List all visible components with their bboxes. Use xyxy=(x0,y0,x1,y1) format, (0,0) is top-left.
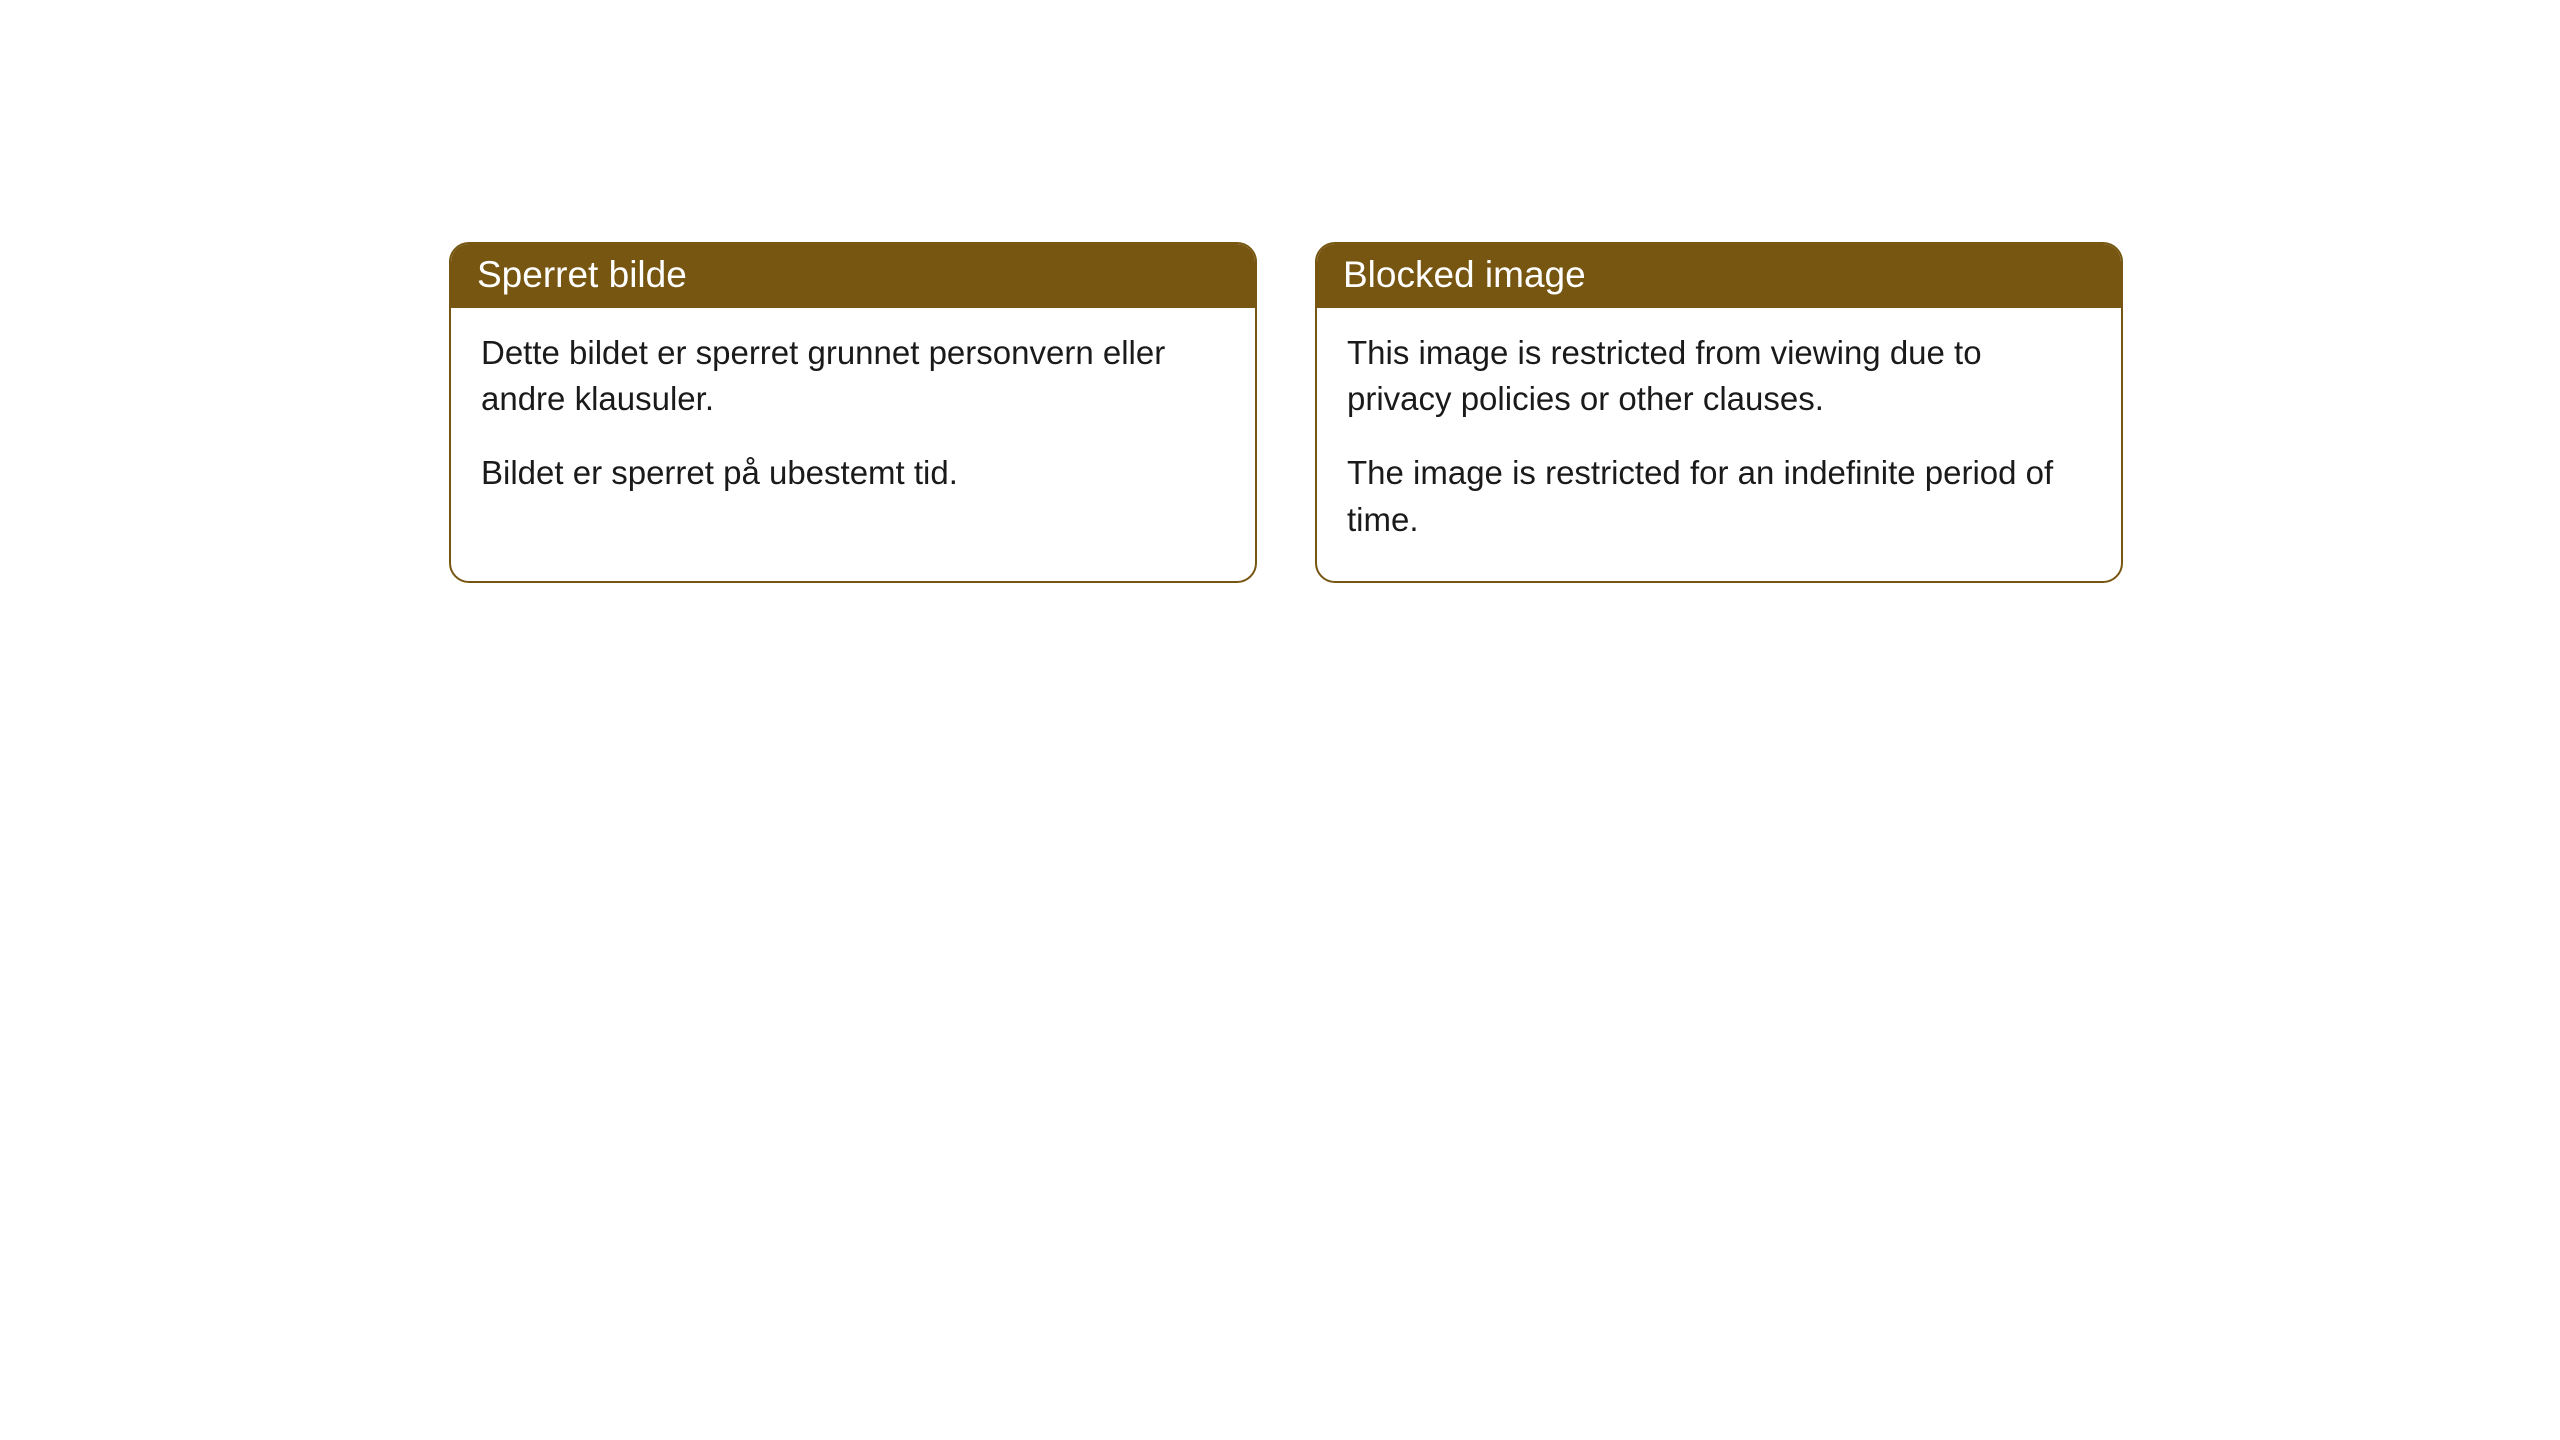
card-paragraph: Bildet er sperret på ubestemt tid. xyxy=(481,450,1225,496)
card-title: Sperret bilde xyxy=(477,254,687,295)
card-body: Dette bildet er sperret grunnet personve… xyxy=(451,308,1255,535)
card-header: Blocked image xyxy=(1317,244,2121,308)
card-paragraph: Dette bildet er sperret grunnet personve… xyxy=(481,330,1225,422)
cards-container: Sperret bilde Dette bildet er sperret gr… xyxy=(0,0,2560,583)
card-header: Sperret bilde xyxy=(451,244,1255,308)
card-paragraph: This image is restricted from viewing du… xyxy=(1347,330,2091,422)
card-body: This image is restricted from viewing du… xyxy=(1317,308,2121,581)
notice-card-norwegian: Sperret bilde Dette bildet er sperret gr… xyxy=(449,242,1257,583)
card-title: Blocked image xyxy=(1343,254,1586,295)
notice-card-english: Blocked image This image is restricted f… xyxy=(1315,242,2123,583)
card-paragraph: The image is restricted for an indefinit… xyxy=(1347,450,2091,542)
